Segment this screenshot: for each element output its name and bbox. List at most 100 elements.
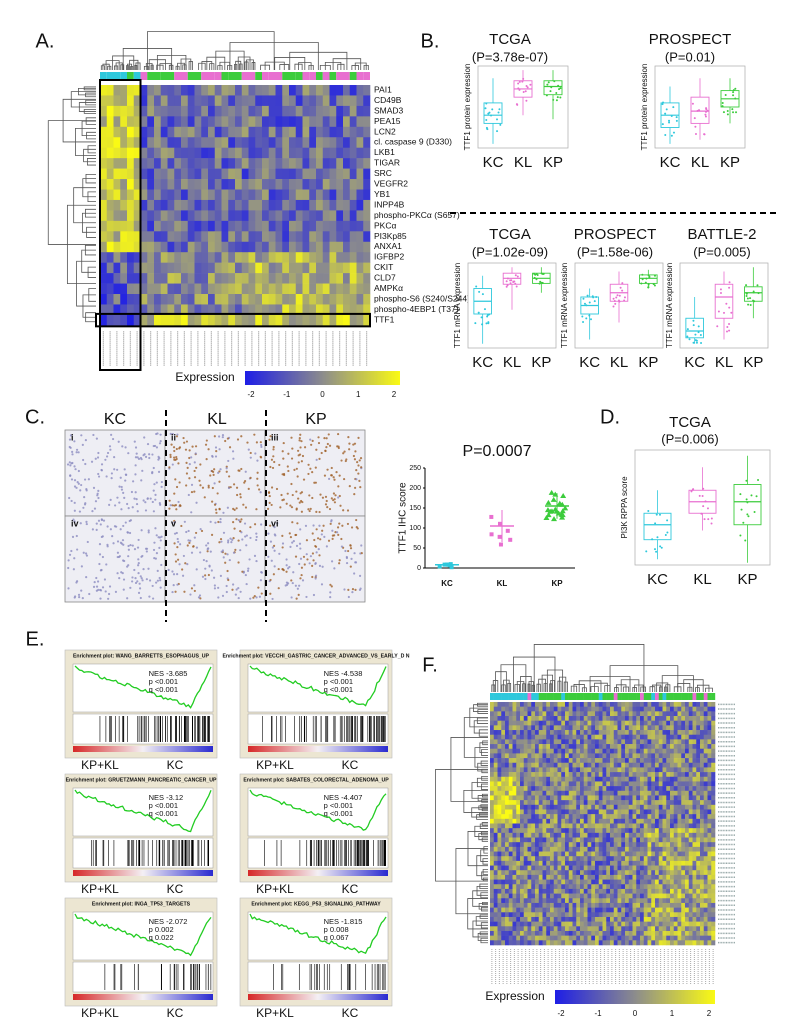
heatmap-cell xyxy=(576,767,581,773)
heatmap-cell xyxy=(546,776,551,782)
cell-nucleus xyxy=(72,518,75,521)
point xyxy=(722,111,725,114)
heatmap-cell xyxy=(497,846,502,852)
cell-nucleus xyxy=(120,488,124,491)
heatmap-cell xyxy=(565,781,570,787)
heatmap-cell xyxy=(120,85,128,96)
heatmap-cell xyxy=(221,85,229,96)
heatmap-cell xyxy=(640,716,645,721)
heatmap-cell xyxy=(692,828,697,834)
cell-nucleus xyxy=(97,519,101,522)
heatmap-cell xyxy=(685,842,690,848)
heatmap-cell xyxy=(677,776,682,782)
point xyxy=(645,550,648,553)
heatmap-cell xyxy=(700,711,705,717)
group-bar-cell xyxy=(640,693,644,700)
heatmap-cell xyxy=(520,762,525,768)
heatmap-cell xyxy=(262,273,270,284)
heatmap-cell xyxy=(181,85,189,96)
point xyxy=(719,288,722,291)
heatmap-cell xyxy=(580,767,585,773)
heatmap-cell xyxy=(703,762,708,768)
heatmap-cell xyxy=(568,814,573,820)
heatmap-cell xyxy=(550,720,555,726)
heatmap-cell xyxy=(282,95,290,107)
cell-nucleus xyxy=(183,441,186,444)
heatmap-cell xyxy=(692,823,697,829)
heatmap-cell xyxy=(703,767,708,773)
heatmap-cell xyxy=(557,828,562,834)
cell-nucleus xyxy=(330,497,333,500)
heatmap-cell xyxy=(100,241,108,253)
heatmap-cell xyxy=(711,832,716,838)
heatmap-cell xyxy=(651,762,656,768)
heatmap-cell xyxy=(343,231,351,243)
heatmap-cell xyxy=(655,711,660,717)
cell-nucleus xyxy=(148,579,152,582)
heatmap-cell xyxy=(557,781,562,787)
heatmap-cell xyxy=(154,294,162,305)
cell-nucleus xyxy=(214,521,217,524)
cell-nucleus xyxy=(126,502,129,506)
heatmap-cell xyxy=(174,294,182,305)
heatmap-cell xyxy=(677,828,682,834)
cell-nucleus xyxy=(254,452,257,455)
point xyxy=(728,306,731,309)
heatmap-cell xyxy=(100,304,108,316)
group-bar-cell xyxy=(546,693,551,700)
point xyxy=(553,80,556,83)
heatmap-cell xyxy=(531,795,536,801)
heatmap-cell xyxy=(700,758,705,764)
heatmap-cell xyxy=(681,814,686,820)
cell-nucleus xyxy=(316,537,320,540)
heatmap-cell xyxy=(696,837,701,843)
heatmap-cell xyxy=(658,706,663,712)
heatmap-cell xyxy=(363,210,371,222)
heatmap-cell xyxy=(670,767,675,773)
cell-nucleus xyxy=(143,453,146,456)
point xyxy=(698,109,701,112)
heatmap-cell xyxy=(546,767,551,773)
cell-nucleus xyxy=(320,451,323,455)
point xyxy=(666,519,669,522)
cell-nucleus xyxy=(160,480,163,484)
heatmap-cell xyxy=(309,116,317,128)
heatmap-cell xyxy=(643,776,648,782)
heatmap-cell xyxy=(561,842,566,848)
point xyxy=(672,131,675,134)
heatmap-cell xyxy=(655,832,660,838)
cell-nucleus xyxy=(186,563,189,566)
cell-nucleus xyxy=(171,570,174,573)
heatmap-cell xyxy=(681,772,686,778)
heatmap-cell xyxy=(583,790,588,796)
cell-nucleus xyxy=(271,546,274,549)
cell-nucleus xyxy=(85,520,88,523)
cell-nucleus xyxy=(77,482,80,485)
heatmap-cell xyxy=(628,823,633,829)
heatmap-cell xyxy=(561,753,566,759)
heatmap-cell xyxy=(349,262,357,274)
cell-nucleus xyxy=(198,479,201,482)
heatmap-cell xyxy=(241,116,249,128)
cell-nucleus xyxy=(294,584,297,587)
heatmap-cell xyxy=(703,734,708,740)
group-label: KP+KL xyxy=(81,758,119,772)
cell-nucleus xyxy=(121,572,124,575)
cell-nucleus xyxy=(206,550,209,553)
point xyxy=(702,487,705,490)
group-bar-cell xyxy=(576,693,581,700)
point xyxy=(728,322,731,325)
q-value: q <0.001 xyxy=(324,809,353,818)
heatmap-cell xyxy=(572,786,577,792)
nes: NES -2.072 xyxy=(149,917,188,926)
heatmap-cell xyxy=(643,753,648,759)
heatmap-cell xyxy=(711,734,716,740)
heatmap-cell xyxy=(546,739,551,745)
heatmap-cell xyxy=(681,748,686,754)
heatmap-cell xyxy=(531,748,536,754)
heatmap-cell xyxy=(133,189,141,201)
point xyxy=(547,81,550,84)
cell-nucleus xyxy=(212,576,216,579)
heatmap-cell xyxy=(349,314,357,326)
heatmap-cell xyxy=(221,199,229,211)
